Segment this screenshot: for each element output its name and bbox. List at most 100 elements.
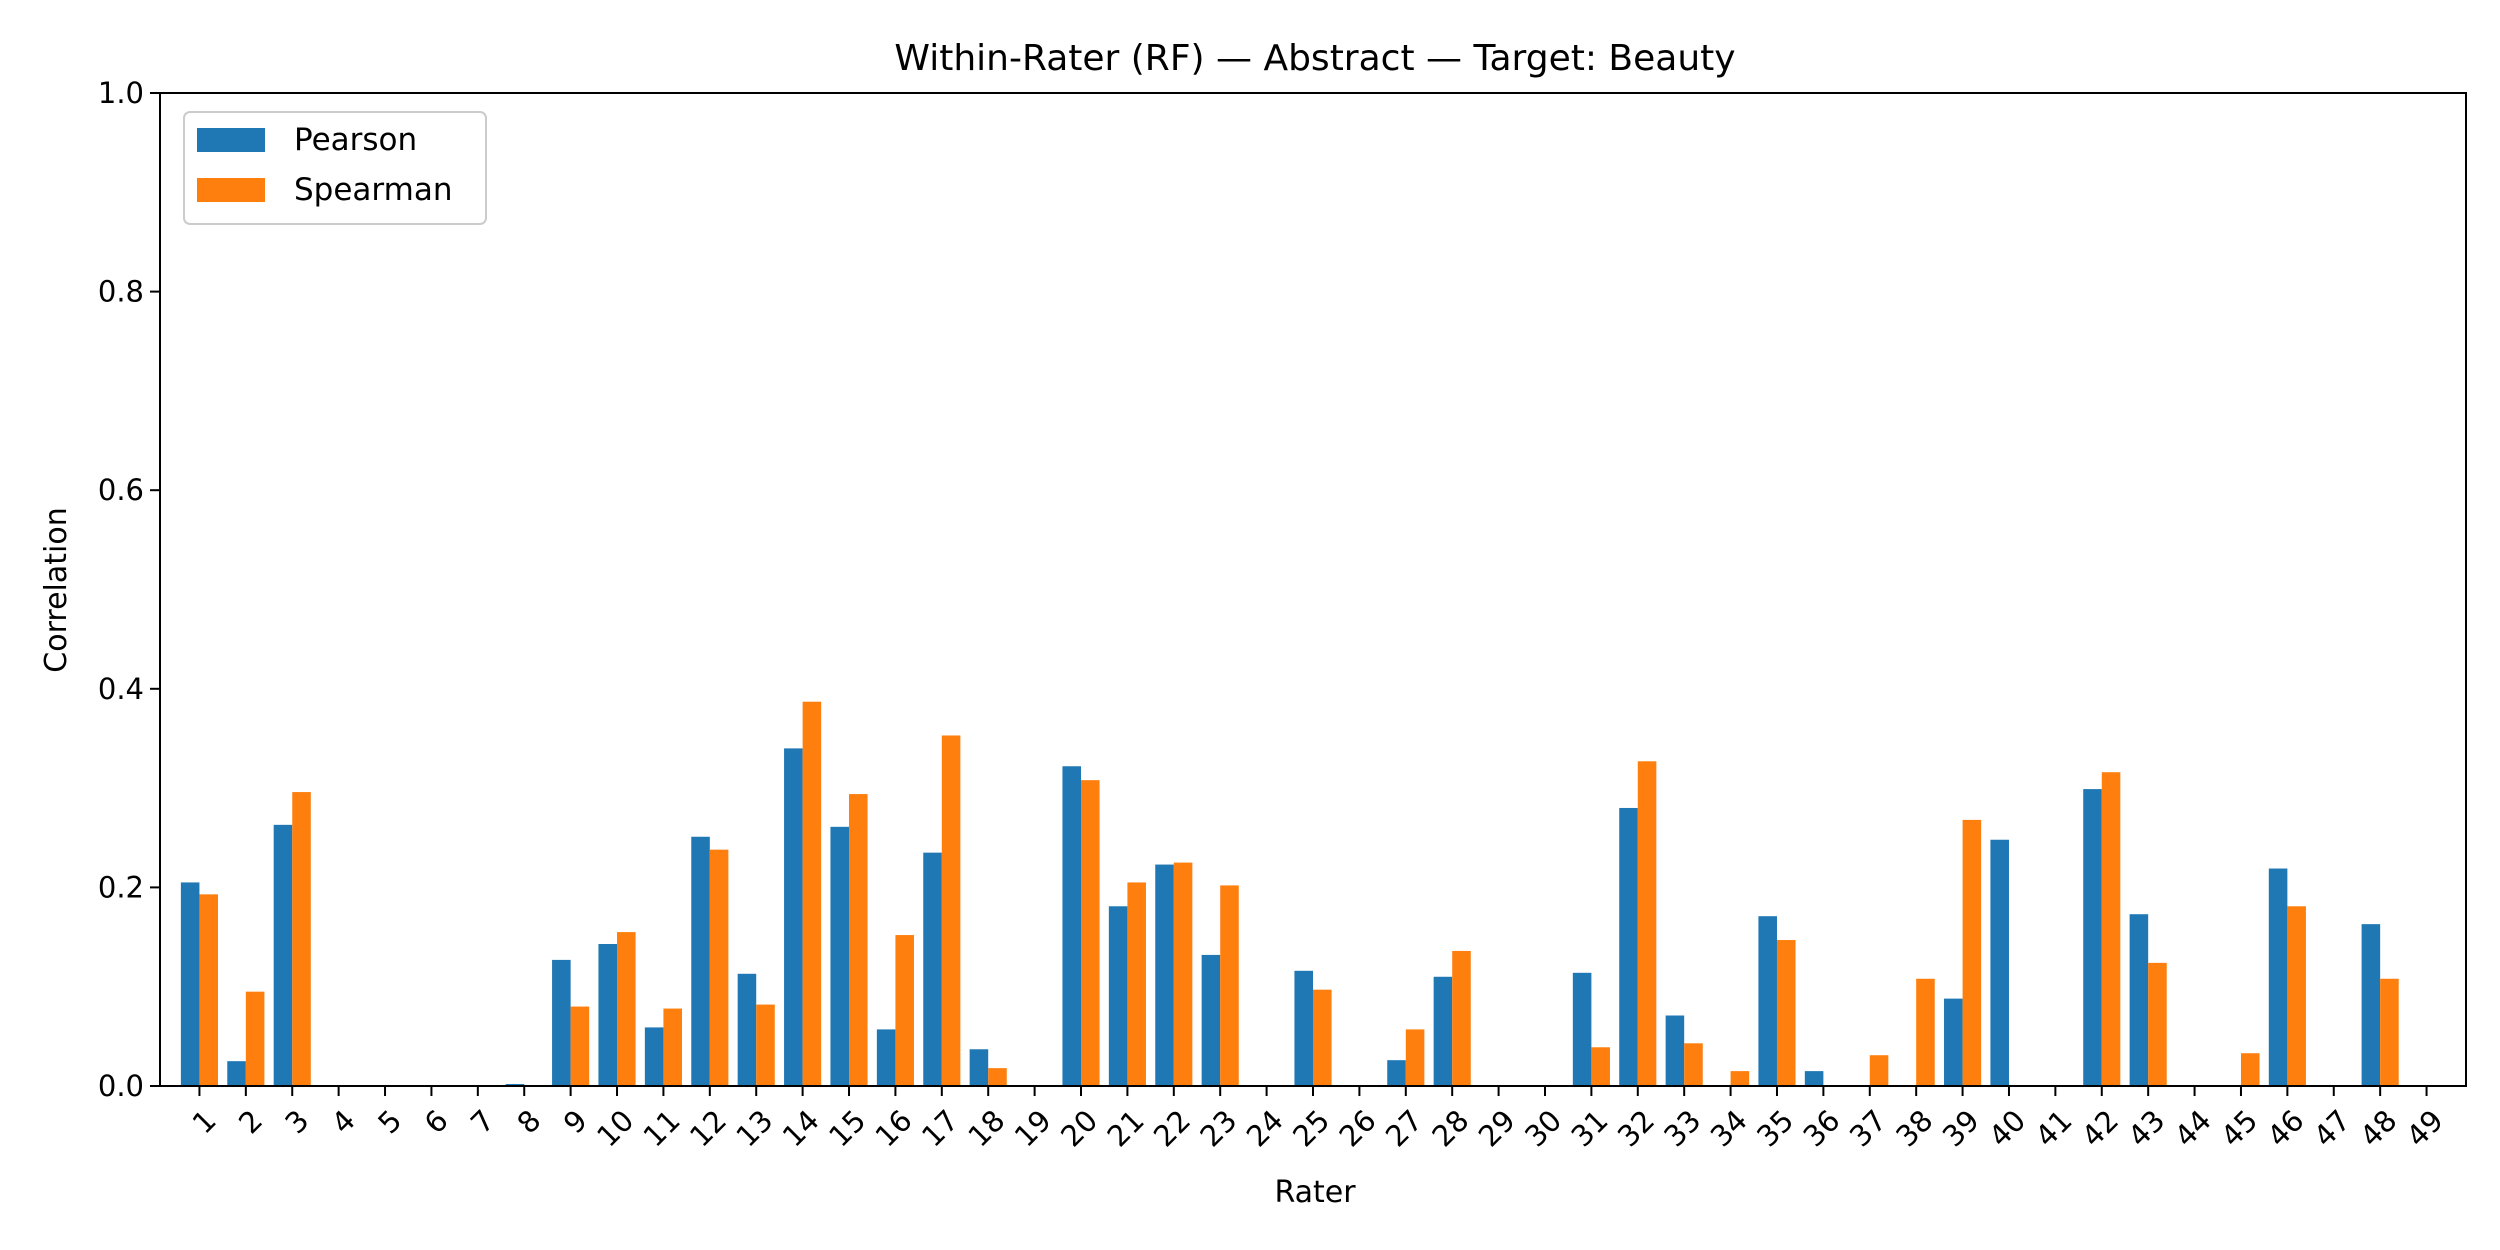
bar-spearman-rater-48	[2380, 978, 2399, 1086]
x-tick-label: 31	[1565, 1103, 1615, 1153]
bar-spearman-rater-22	[1173, 862, 1193, 1086]
bar-pearson-rater-32	[1619, 807, 1638, 1086]
y-tick-label: 0.2	[98, 870, 144, 904]
chart-title: Within-Rater (RF) — Abstract — Target: B…	[894, 38, 1735, 79]
bar-spearman-rater-37	[1869, 1055, 1889, 1086]
y-axis-label: Correlation	[39, 507, 74, 672]
x-tick-label: 1	[186, 1103, 223, 1140]
bar-pearson-rater-14	[784, 748, 803, 1086]
bar-spearman-rater-14	[802, 701, 822, 1086]
bar-spearman-rater-27	[1405, 1029, 1425, 1086]
bar-pearson-rater-35	[1758, 916, 1777, 1086]
x-tick-label: 21	[1101, 1103, 1151, 1153]
bar-spearman-rater-25	[1313, 989, 1332, 1086]
x-tick-label: 49	[2400, 1103, 2450, 1153]
bar-pearson-rater-21	[1108, 906, 1128, 1086]
bar-pearson-rater-31	[1572, 972, 1592, 1086]
y-tick-label: 0.4	[98, 672, 144, 706]
x-tick-label: 5	[371, 1103, 408, 1140]
legend-label-spearman: Spearman	[294, 172, 452, 208]
bar-spearman-rater-13	[756, 1004, 775, 1086]
bar-pearson-rater-1	[180, 882, 200, 1086]
bar-pearson-rater-36	[1804, 1071, 1824, 1086]
legend-label-pearson: Pearson	[294, 122, 417, 158]
x-tick-label: 13	[729, 1103, 779, 1153]
x-tick-label: 23	[1193, 1103, 1243, 1153]
bar-pearson-rater-46	[2268, 868, 2288, 1086]
bar-spearman-rater-31	[1591, 1047, 1610, 1086]
bar-pearson-rater-22	[1155, 864, 1174, 1086]
x-tick-label: 24	[1240, 1103, 1290, 1153]
y-tick-label: 1.0	[98, 76, 144, 110]
bar-spearman-rater-16	[895, 935, 914, 1086]
y-axis-ticks: 0.0 0.2 0.4 0.6 0.8 1.0	[98, 76, 160, 1103]
x-tick-label: 3	[278, 1103, 315, 1140]
x-tick-label: 20	[1054, 1103, 1104, 1153]
x-tick-label: 28	[1425, 1103, 1475, 1153]
x-tick-label: 25	[1286, 1103, 1336, 1153]
x-tick-label: 12	[683, 1103, 733, 1153]
x-tick-label: 6	[418, 1103, 455, 1140]
x-tick-label: 33	[1657, 1103, 1707, 1153]
bar-spearman-rater-43	[2148, 962, 2167, 1086]
y-tick-label: 0.0	[98, 1069, 144, 1103]
x-tick-label: 8	[510, 1103, 547, 1140]
x-tick-label: 9	[557, 1103, 594, 1140]
x-tick-label: 43	[2121, 1103, 2171, 1153]
bar-pearson-rater-23	[1201, 954, 1221, 1086]
bar-spearman-rater-28	[1452, 950, 1471, 1086]
bar-pearson-rater-18	[969, 1049, 989, 1086]
x-tick-label: 29	[1472, 1103, 1522, 1153]
x-tick-label: 16	[869, 1103, 919, 1153]
bar-spearman-rater-18	[988, 1068, 1007, 1086]
x-axis-ticks: 1 2 3 4 5 6 7 8 91011121314151617181920212223242…	[186, 1086, 2450, 1153]
x-tick-label: 10	[590, 1103, 640, 1153]
bar-pearson-rater-48	[2361, 924, 2381, 1086]
legend-swatch-pearson	[197, 128, 265, 152]
x-tick-label: 15	[822, 1103, 872, 1153]
bar-pearson-rater-11	[644, 1027, 664, 1086]
bar-pearson-rater-10	[598, 944, 618, 1086]
bar-pearson-rater-43	[2129, 914, 2149, 1086]
x-tick-label: 44	[2168, 1103, 2218, 1153]
x-tick-label: 19	[1008, 1103, 1058, 1153]
bar-pearson-rater-25	[1294, 970, 1313, 1086]
bar-spearman-rater-35	[1776, 940, 1796, 1086]
x-tick-label: 36	[1797, 1103, 1847, 1153]
x-tick-label: 45	[2214, 1103, 2264, 1153]
bar-spearman-rater-46	[2287, 906, 2306, 1086]
bar-pearson-rater-42	[2083, 789, 2102, 1086]
bar-spearman-rater-12	[709, 849, 729, 1086]
x-tick-label: 2	[232, 1103, 269, 1140]
bar-spearman-rater-15	[849, 794, 868, 1086]
x-tick-label: 17	[915, 1103, 965, 1153]
legend: Pearson Spearman	[183, 111, 487, 225]
bar-pearson-rater-13	[737, 973, 757, 1086]
bar-pearson-rater-2	[227, 1061, 246, 1086]
bar-spearman-rater-38	[1916, 978, 1935, 1086]
bar-spearman-rater-20	[1081, 780, 1100, 1086]
bar-pearson-rater-27	[1387, 1060, 1406, 1086]
bar-pearson-rater-28	[1433, 976, 1453, 1086]
bars-group	[180, 701, 2399, 1086]
x-tick-label: 14	[776, 1103, 826, 1153]
bar-pearson-rater-3	[273, 824, 293, 1086]
bar-spearman-rater-45	[2240, 1053, 2260, 1086]
bar-spearman-rater-9	[570, 1006, 590, 1086]
x-tick-label: 32	[1611, 1103, 1661, 1153]
bar-spearman-rater-32	[1637, 761, 1657, 1086]
bar-pearson-rater-33	[1665, 1015, 1685, 1086]
bar-spearman-rater-39	[1962, 819, 1982, 1086]
bar-spearman-rater-42	[2101, 772, 2121, 1086]
bar-spearman-rater-10	[617, 932, 636, 1086]
bar-spearman-rater-21	[1127, 882, 1146, 1086]
y-tick-label: 0.8	[98, 275, 144, 309]
bar-pearson-rater-40	[1990, 839, 2009, 1086]
x-tick-label: 11	[637, 1103, 687, 1153]
x-tick-label: 7	[464, 1103, 501, 1140]
bar-spearman-rater-33	[1684, 1043, 1703, 1086]
bar-spearman-rater-34	[1730, 1071, 1750, 1086]
x-tick-label: 30	[1518, 1103, 1568, 1153]
bar-spearman-rater-23	[1220, 885, 1239, 1086]
